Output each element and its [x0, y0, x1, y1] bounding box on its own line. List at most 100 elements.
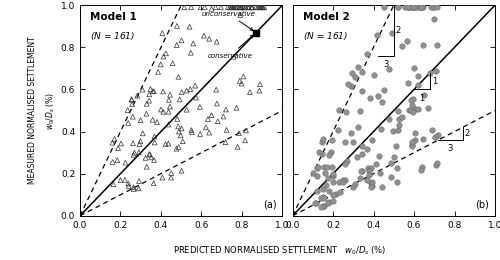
- Text: ($N$ = 161): ($N$ = 161): [302, 30, 348, 42]
- Point: [138, 88, 146, 92]
- Point: [180, 5, 188, 9]
- Point: [326, 150, 334, 154]
- Point: [138, 131, 146, 135]
- Point: [406, 108, 413, 112]
- Point: [417, 5, 425, 9]
- Point: [200, 34, 208, 38]
- Point: [329, 180, 337, 184]
- Text: (b): (b): [475, 199, 489, 210]
- Point: [252, 5, 260, 9]
- Text: 3: 3: [383, 60, 388, 69]
- Point: [348, 140, 356, 144]
- Point: [378, 126, 386, 131]
- Point: [160, 110, 168, 114]
- Point: [124, 121, 132, 125]
- Point: [146, 152, 154, 156]
- Point: [182, 88, 190, 93]
- Point: [418, 5, 426, 9]
- Point: [136, 142, 143, 146]
- Point: [147, 155, 155, 159]
- Point: [324, 200, 332, 205]
- Point: [208, 7, 216, 11]
- Point: [178, 38, 186, 42]
- Point: [388, 31, 396, 35]
- Point: [259, 5, 267, 9]
- Point: [214, 119, 222, 123]
- Point: [315, 150, 323, 154]
- Point: [167, 176, 175, 180]
- Text: unconservative: unconservative: [202, 11, 256, 30]
- Point: [317, 204, 325, 209]
- Text: conservative: conservative: [208, 35, 253, 59]
- Point: [164, 142, 172, 146]
- Point: [256, 82, 264, 86]
- Point: [142, 156, 150, 160]
- Point: [142, 102, 150, 106]
- Point: [241, 138, 249, 142]
- Point: [378, 100, 386, 104]
- Point: [389, 129, 397, 133]
- Point: [318, 204, 326, 208]
- Point: [387, 175, 395, 179]
- Point: [354, 64, 362, 69]
- Point: [174, 124, 182, 128]
- Point: [148, 118, 156, 122]
- Point: [354, 125, 362, 129]
- Point: [149, 89, 157, 93]
- Point: [366, 181, 374, 185]
- Point: [192, 96, 200, 100]
- Point: [134, 186, 142, 191]
- Point: [430, 5, 438, 9]
- Point: [217, 5, 225, 9]
- Point: [344, 159, 351, 163]
- Point: [220, 114, 228, 119]
- Text: (a): (a): [262, 199, 276, 210]
- Point: [334, 108, 342, 112]
- Point: [404, 5, 412, 9]
- Point: [309, 171, 317, 175]
- Point: [232, 5, 239, 9]
- Point: [314, 165, 322, 169]
- Point: [235, 131, 243, 135]
- Point: [258, 5, 266, 9]
- Point: [254, 5, 262, 9]
- Point: [408, 144, 416, 148]
- Point: [136, 139, 144, 143]
- Point: [408, 142, 416, 147]
- Point: [394, 128, 402, 132]
- Point: [229, 5, 237, 9]
- Point: [358, 170, 366, 174]
- Point: [168, 61, 176, 65]
- Point: [110, 182, 118, 186]
- Point: [368, 184, 376, 188]
- Point: [157, 107, 165, 112]
- Point: [312, 201, 320, 205]
- Point: [230, 5, 238, 9]
- Point: [420, 136, 428, 141]
- Point: [328, 199, 336, 204]
- Point: [318, 140, 326, 145]
- Point: [150, 89, 158, 93]
- Point: [204, 117, 212, 121]
- Point: [110, 137, 118, 141]
- Point: [374, 33, 382, 37]
- Point: [368, 180, 376, 184]
- Point: [189, 41, 197, 46]
- Point: [240, 5, 248, 9]
- Text: 1: 1: [420, 94, 424, 103]
- Point: [135, 150, 143, 154]
- Point: [114, 146, 122, 150]
- Point: [318, 136, 326, 141]
- Point: [130, 185, 138, 189]
- Point: [236, 5, 244, 9]
- Point: [404, 5, 412, 9]
- Point: [196, 132, 204, 136]
- Point: [242, 5, 250, 9]
- Point: [174, 145, 182, 149]
- Point: [426, 70, 434, 75]
- Text: 3: 3: [448, 144, 453, 153]
- Point: [232, 106, 240, 110]
- Point: [186, 87, 194, 91]
- Point: [236, 13, 244, 17]
- Point: [230, 55, 237, 59]
